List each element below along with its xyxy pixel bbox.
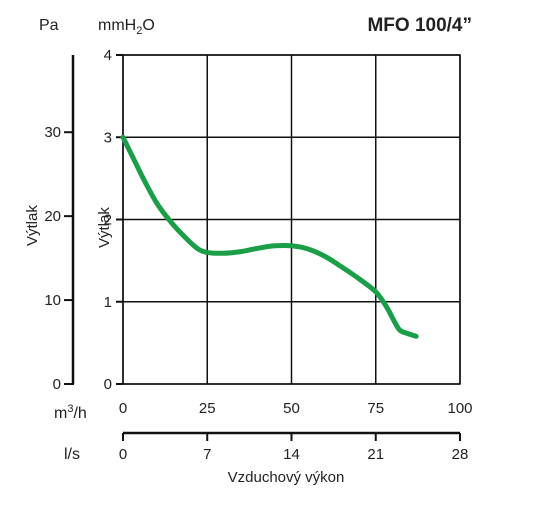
- mmh2o-tick-label: 3: [104, 129, 112, 146]
- m3h-tick-label: 0: [119, 400, 127, 417]
- unit-m3h: m3/h: [54, 403, 87, 422]
- series-line: [120, 134, 419, 339]
- m3h-tick-label: 100: [447, 400, 472, 417]
- ls-tick-label: 7: [203, 446, 211, 463]
- mmh2o-tick-label: 1: [104, 294, 112, 311]
- y-axis-label-inner: Výtlak: [96, 207, 113, 248]
- chart-title: MFO 100/4”: [367, 15, 472, 36]
- m3h-tick-label: 50: [283, 400, 300, 417]
- ls-tick-label: 14: [283, 446, 300, 463]
- unit-pa: Pa: [39, 17, 59, 34]
- ls-tick-label: 0: [119, 446, 127, 463]
- x-axis-label: Vzduchový výkon: [228, 469, 345, 486]
- ls-tick-label: 21: [367, 446, 384, 463]
- unit-m3h-tail: /h: [73, 405, 86, 422]
- pa-tick-label: 0: [53, 376, 61, 393]
- unit-mmh2o-base: mmH: [98, 17, 136, 34]
- unit-m3h-sup: 3: [67, 403, 73, 415]
- pa-tick-label: 20: [44, 208, 61, 225]
- unit-m3h-base: m: [54, 405, 67, 422]
- ls-tick-label: 28: [452, 446, 469, 463]
- mmh2o-tick-label: 4: [104, 47, 112, 64]
- mmh2o-tick-label: 2: [104, 212, 112, 229]
- y-axis-label-left: Výtlak: [24, 205, 41, 246]
- tick-labels: 0 10 20 30 0 1 2 3 4 0 25 50 75 100 0 7 14 21 28: [44, 47, 472, 463]
- grid: [122, 54, 461, 385]
- mmh2o-tick-label: 0: [104, 376, 112, 393]
- m3h-tick-label: 25: [199, 400, 216, 417]
- m3h-tick-label: 75: [367, 400, 384, 417]
- unit-ls: l/s: [64, 446, 80, 463]
- axes: [64, 54, 461, 441]
- unit-mmh2o: mmH2O: [98, 17, 155, 37]
- unit-mmh2o-tail: O: [142, 17, 154, 34]
- pa-tick-label: 10: [44, 292, 61, 309]
- pa-tick-label: 30: [44, 124, 61, 141]
- unit-mmh2o-sub: 2: [136, 25, 142, 37]
